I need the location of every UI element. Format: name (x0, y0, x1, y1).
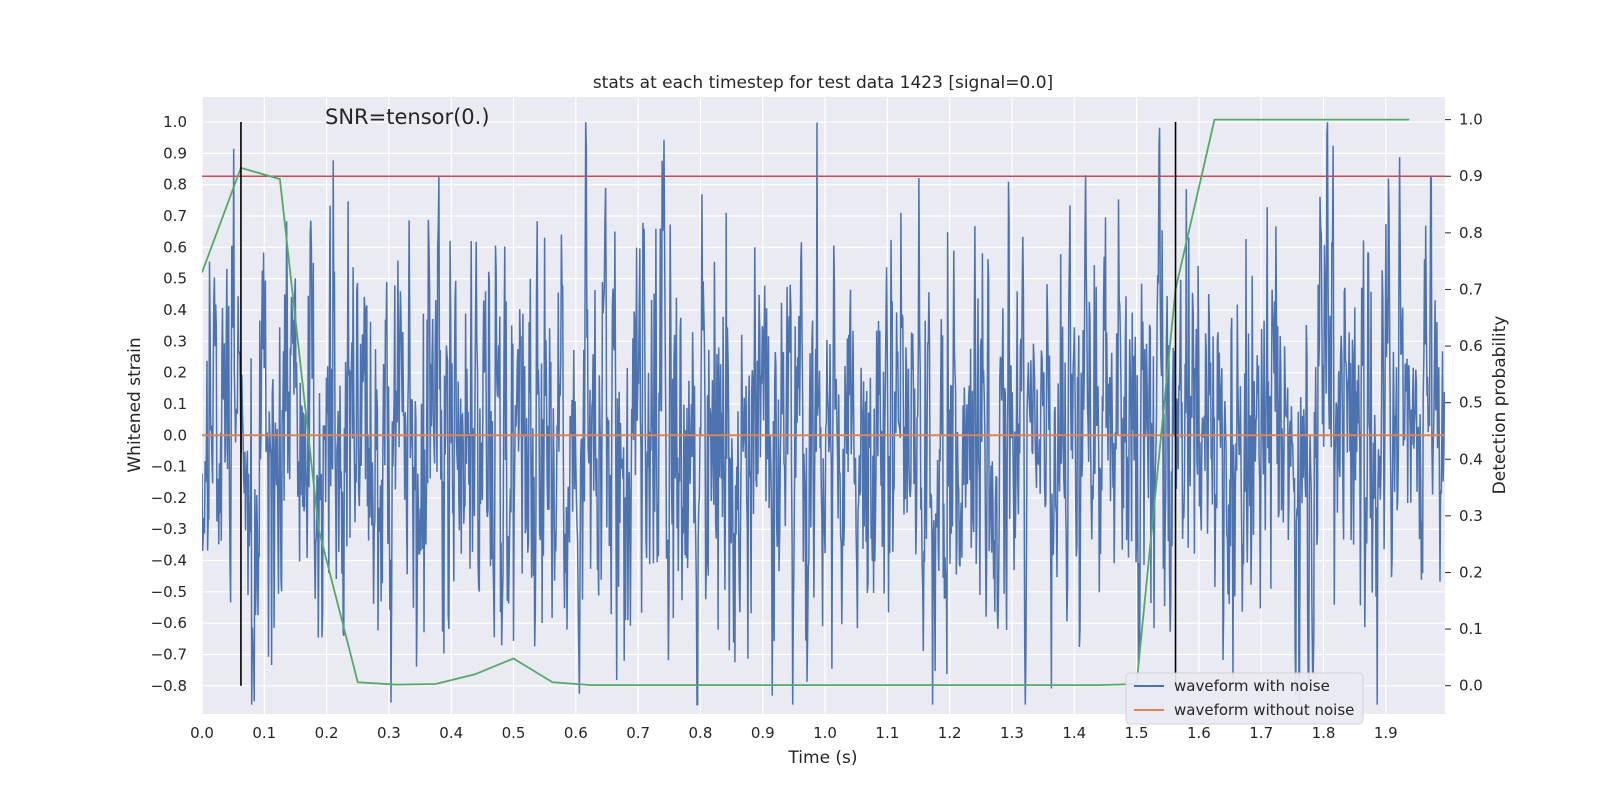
x-tick-label-13: 1.3 (1000, 724, 1024, 742)
x-tick-label-10: 1.0 (813, 724, 837, 742)
x-tick-label-1: 0.1 (252, 724, 276, 742)
series-line-detection-probability (202, 118, 1410, 686)
y-left-tick-label-9: 0.1 (163, 395, 187, 413)
y-left-tick-label-18: −0.8 (151, 677, 187, 695)
y-left-tick-label-17: −0.7 (151, 645, 187, 663)
x-tick-label-11: 1.1 (875, 724, 899, 742)
y-right-tick-label-3: 0.7 (1459, 280, 1483, 298)
y-left-tick-label-12: −0.2 (151, 489, 187, 507)
y-right-tick-label-10: 0.0 (1459, 677, 1483, 695)
x-tick-label-15: 1.5 (1125, 724, 1149, 742)
y-left-tick-label-1: 0.9 (163, 144, 187, 162)
y-left-tick-label-8: 0.2 (163, 364, 187, 382)
x-tick-label-17: 1.7 (1249, 724, 1273, 742)
legend-box (1125, 672, 1364, 725)
y-left-tick-label-3: 0.7 (163, 207, 187, 225)
y-left-tick-label-16: −0.6 (151, 614, 187, 632)
plot-content (202, 118, 1445, 706)
y-right-tick-label-8: 0.2 (1459, 563, 1483, 581)
y-right-tick-label-5: 0.5 (1459, 394, 1483, 412)
x-tick-label-2: 0.2 (315, 724, 339, 742)
y-axis-left-label: Whitened strain (125, 337, 145, 472)
y-right-tick-label-1: 0.9 (1459, 167, 1483, 185)
x-axis-label: Time (s) (787, 748, 857, 768)
x-tick-label-16: 1.6 (1187, 724, 1211, 742)
y-left-tick-label-4: 0.6 (163, 238, 187, 256)
x-tick-label-4: 0.4 (439, 724, 463, 742)
y-right-tick-label-0: 1.0 (1459, 111, 1483, 129)
y-left-tick-label-0: 1.0 (163, 113, 187, 131)
y-left-tick-label-14: −0.4 (151, 552, 187, 570)
y-left-tick-label-15: −0.5 (151, 583, 187, 601)
x-tick-label-9: 0.9 (751, 724, 775, 742)
y-left-tick-label-7: 0.3 (163, 332, 187, 350)
y-right-tick-label-4: 0.6 (1459, 337, 1483, 355)
y-right-tick-label-2: 0.8 (1459, 224, 1483, 242)
legend-label-waveform-without-noise: waveform without noise (1174, 701, 1354, 719)
y-left-tick-label-10: 0.0 (163, 426, 187, 444)
x-tick-label-12: 1.2 (938, 724, 962, 742)
y-left-tick-label-6: 0.4 (163, 301, 187, 319)
snr-annotation: SNR=tensor(0.) (325, 105, 490, 129)
y-right-tick-label-6: 0.4 (1459, 450, 1483, 468)
x-tick-label-7: 0.7 (626, 724, 650, 742)
series-line-waveform-with-noise (202, 122, 1445, 706)
y-left-tick-label-11: −0.1 (151, 458, 187, 476)
y-right-tick-label-9: 0.1 (1459, 620, 1483, 638)
y-left-tick-label-5: 0.5 (163, 270, 187, 288)
y-axis-right-ticks: 1.0 0.9 0.8 0.7 0.6 0.5 0.4 0.3 0.2 0.1 0.0 (1445, 111, 1483, 695)
x-tick-label-19: 1.9 (1374, 724, 1398, 742)
y-left-tick-label-13: −0.3 (151, 520, 187, 538)
y-right-tick-label-7: 0.3 (1459, 507, 1483, 525)
chart-title: stats at each timestep for test data 142… (593, 73, 1053, 93)
x-tick-label-5: 0.5 (502, 724, 526, 742)
x-tick-label-18: 1.8 (1312, 724, 1336, 742)
y-left-tick-label-2: 0.8 (163, 176, 187, 194)
x-tick-label-6: 0.6 (564, 724, 588, 742)
x-axis-ticks: 0.0 0.1 0.2 0.3 0.4 0.5 0.6 0.7 0.8 0.9 1.0 1.1 1.2 1… (190, 724, 1398, 742)
legend: waveform with noise waveform without noi… (1125, 672, 1364, 725)
x-tick-label-3: 0.3 (377, 724, 401, 742)
x-tick-label-14: 1.4 (1062, 724, 1086, 742)
x-tick-label-8: 0.8 (689, 724, 713, 742)
legend-label-waveform-with-noise: waveform with noise (1174, 677, 1330, 695)
y-axis-right-label: Detection probability (1490, 316, 1510, 495)
y-axis-left-ticks: 1.0 0.9 0.8 0.7 0.6 0.5 0.4 0.3 0.2 0.1 0.0 −0.1 −0.… (151, 113, 187, 695)
x-tick-label-0: 0.0 (190, 724, 214, 742)
